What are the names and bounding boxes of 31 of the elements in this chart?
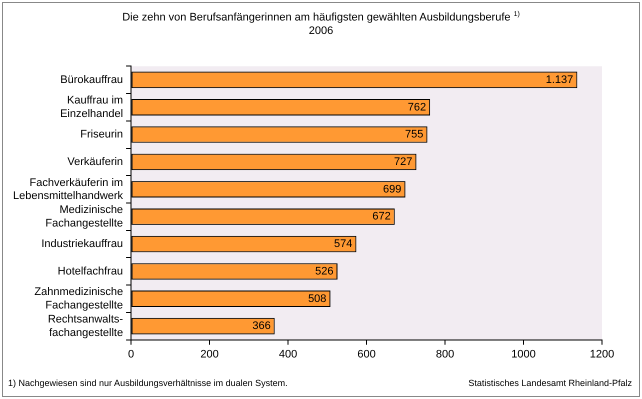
data-label: 755 — [405, 128, 424, 141]
y-tick-label: Kauffrau im Einzelhandel — [60, 94, 124, 120]
text: Statistisches Landesamt Rheinland-Pfalz — [468, 378, 632, 388]
x-tick-label: 600 — [357, 348, 376, 360]
y-tick-label: Hotelfachfrau — [58, 265, 124, 278]
data-label: 1.137 — [546, 74, 574, 86]
data-label: 508 — [308, 292, 326, 305]
data-label: 727 — [394, 156, 412, 168]
chart-title: Die zehn von Berufsanfängerinnen am häufigsten gewählten Ausbildungsberufe $^{1)}$ — [121, 10, 521, 25]
y-tick-label: Rechtsanwalts-fachangestellte — [48, 314, 124, 339]
data-label: 526 — [315, 265, 334, 278]
data-label: 672 — [372, 210, 391, 223]
x-tick-label: 800 — [436, 348, 454, 360]
y-tick-label: Bürokauffrau — [60, 74, 124, 86]
y-tick-label: Zahnmedizinische Fachangestellte — [34, 286, 124, 312]
y-tick-label: Verkäuferin — [67, 156, 124, 168]
x-tick-label: 200 — [200, 348, 219, 360]
text: 1) Nachgewiesen sind nur Ausbildungsverhältnisse im dualen System. — [8, 378, 288, 388]
y-tick-label: Friseurin — [80, 128, 124, 141]
y-tick-label: Medizinische Fachangestellte — [45, 204, 124, 230]
chart-subtitle: 2006 — [308, 24, 334, 38]
data-label: 699 — [383, 183, 402, 196]
x-tick-label: 400 — [278, 348, 298, 360]
y-tick-label: Fachverkäuferin im Lebensmittelhandwerk — [12, 176, 124, 202]
data-label: 762 — [408, 101, 426, 114]
x-tick-label: 1000 — [511, 348, 536, 360]
x-tick-label: 0 — [128, 348, 134, 360]
data-label: 366 — [252, 320, 271, 332]
y-tick-label: Industriekauffrau — [41, 238, 124, 250]
x-tick-label: 1200 — [590, 348, 614, 360]
data-label: 574 — [334, 238, 352, 250]
